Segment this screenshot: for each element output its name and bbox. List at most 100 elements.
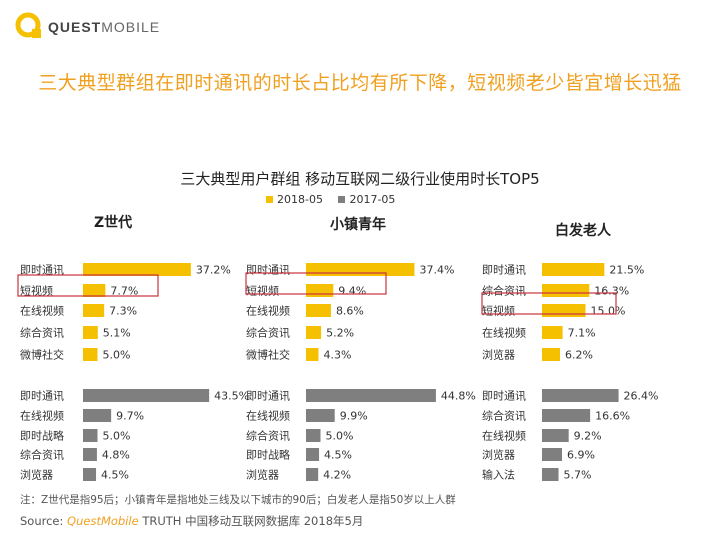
logo-text: QUESTMOBILE (48, 19, 161, 35)
category-label-2018-g2-2: 短视频 (482, 304, 515, 318)
bar-2017-g2-3 (542, 448, 563, 461)
data-label-2017-g0-2: 5.0% (103, 430, 131, 443)
bar-2018-g1-3 (306, 326, 322, 339)
bar-2018-g1-1 (306, 284, 334, 297)
bar-2018-g1-0 (306, 263, 415, 276)
legend-item-2017: 2017-05 (338, 193, 395, 206)
group-title-small-town-youth: 小镇青年 (330, 217, 386, 233)
highlight-box-short-video-g0 (17, 274, 159, 297)
bar-2017-g2-1 (542, 409, 591, 422)
bar-2017-g0-2 (83, 429, 98, 442)
highlight-box-short-video-g1 (245, 272, 387, 295)
category-label-2018-g1-0: 即时通讯 (246, 264, 290, 277)
category-label-2018-g2-1: 综合资讯 (482, 284, 526, 298)
bar-2018-g2-4 (542, 348, 560, 361)
data-label-2018-g1-2: 8.6% (336, 305, 364, 318)
data-label-2017-g0-0: 43.5% (214, 390, 249, 403)
highlight-box-short-video-g2 (481, 292, 617, 315)
category-label-2018-g0-2: 在线视频 (20, 304, 64, 318)
category-label-2018-g1-4: 微博社交 (246, 348, 290, 362)
data-label-2017-g1-4: 4.2% (323, 469, 351, 482)
category-label-2017-g1-1: 在线视频 (246, 409, 290, 423)
category-label-2017-g1-2: 综合资讯 (246, 429, 290, 443)
headline: 三大典型群组在即时通讯的时长占比均有所下降，短视频老少皆宜增长迅猛 (38, 72, 682, 94)
category-label-2017-g0-3: 综合资讯 (20, 448, 64, 462)
data-label-2018-g2-3: 7.1% (568, 327, 596, 340)
legend-swatch-2017 (338, 196, 346, 203)
category-label-2017-g0-4: 浏览器 (20, 468, 53, 482)
legend: 2018-05 2017-05 (266, 193, 466, 209)
category-label-2017-g2-0: 即时通讯 (482, 390, 526, 403)
bar-2017-g0-0 (83, 389, 210, 402)
bar-2018-g1-4 (306, 348, 319, 361)
data-label-2017-g1-0: 44.8% (441, 390, 476, 403)
bar-2017-g1-1 (306, 409, 335, 422)
data-label-2017-g2-4: 5.7% (564, 469, 592, 482)
bar-2018-g0-2 (83, 304, 105, 317)
bar-2018-g1-2 (306, 304, 331, 317)
bar-2018-g0-1 (83, 284, 106, 297)
category-label-2018-g0-3: 综合资讯 (20, 326, 64, 340)
data-label-2018-g2-2: 15.0% (591, 305, 626, 318)
data-label-2017-g1-2: 5.0% (326, 430, 354, 443)
legend-item-2018: 2018-05 (266, 193, 323, 206)
bar-2017-g2-4 (542, 468, 559, 481)
bar-2017-g0-4 (83, 468, 97, 481)
category-label-2018-g1-2: 在线视频 (246, 304, 290, 318)
data-label-2017-g2-3: 6.9% (567, 449, 595, 462)
bar-2018-g0-0 (83, 263, 191, 276)
bar-2017-g2-0 (542, 389, 619, 402)
category-label-2018-g0-4: 微博社交 (20, 348, 64, 362)
bar-2018-g2-3 (542, 326, 563, 339)
bar-2017-g1-4 (306, 468, 319, 481)
category-label-2017-g2-1: 综合资讯 (482, 409, 526, 423)
category-label-2017-g1-0: 即时通讯 (246, 390, 290, 403)
data-label-2017-g2-1: 16.6% (595, 410, 630, 423)
data-label-2017-g1-3: 4.5% (324, 449, 352, 462)
legend-swatch-2018 (266, 196, 273, 203)
category-label-2017-g2-4: 输入法 (482, 468, 515, 482)
data-label-2017-g2-2: 9.2% (574, 430, 602, 443)
footnote: 注：Z世代是指95后；小镇青年是指地处三线及以下城市的90后；白发老人是指50岁… (20, 494, 456, 506)
data-label-2018-g1-4: 4.3% (323, 349, 351, 362)
data-label-2018-g0-0: 37.2% (196, 264, 231, 277)
bar-chart: 即时通讯 37.2% 短视频 7.7% 在线视频 7.3% 综合资讯 5.1% 微博社交 5.0%… (17, 263, 659, 482)
category-label-2017-g0-0: 即时通讯 (20, 390, 64, 403)
group-title-elderly: 白发老人 (555, 223, 611, 239)
bar-2018-g2-2 (542, 304, 586, 317)
data-label-2017-g0-3: 4.8% (102, 449, 130, 462)
bar-2018-g2-0 (542, 263, 605, 276)
data-label-2017-g0-4: 4.5% (101, 469, 129, 482)
category-label-2018-g2-4: 浏览器 (482, 348, 515, 362)
category-label-2018-g2-3: 在线视频 (482, 326, 526, 340)
data-label-2017-g1-1: 9.9% (340, 410, 368, 423)
data-label-2018-g0-4: 5.0% (103, 349, 131, 362)
category-label-2018-g0-0: 即时通讯 (20, 264, 64, 277)
category-label-2018-g0-1: 短视频 (20, 284, 53, 298)
category-label-2017-g0-2: 即时战略 (20, 429, 64, 443)
bar-2017-g1-0 (306, 389, 436, 402)
category-label-2017-g1-3: 即时战略 (246, 448, 290, 462)
group-title-z-generation: Z世代 (94, 215, 133, 231)
data-label-2018-g0-2: 7.3% (109, 305, 137, 318)
data-label-2018-g2-0: 21.5% (609, 264, 644, 277)
data-label-2018-g1-3: 5.2% (326, 327, 354, 340)
bar-2018-g2-1 (542, 284, 590, 297)
bar-2017-g1-3 (306, 448, 320, 461)
category-label-2017-g1-4: 浏览器 (246, 468, 279, 482)
data-label-2018-g0-3: 5.1% (103, 327, 131, 340)
questmobile-logo: QUESTMOBILE (14, 11, 184, 43)
data-label-2017-g2-0: 26.4% (624, 390, 659, 403)
bar-2017-g0-1 (83, 409, 112, 422)
bar-2017-g1-2 (306, 429, 321, 442)
bar-2017-g2-2 (542, 429, 569, 442)
data-label-2018-g2-4: 6.2% (565, 349, 593, 362)
bar-2017-g0-3 (83, 448, 97, 461)
category-label-2017-g0-1: 在线视频 (20, 409, 64, 423)
category-label-2018-g2-0: 即时通讯 (482, 264, 526, 277)
data-label-2018-g2-1: 16.3% (594, 285, 629, 298)
data-label-2018-g0-1: 7.7% (110, 285, 138, 298)
chart-title: 三大典型用户群组 移动互联网二级行业使用时长TOP5 (180, 170, 540, 188)
data-label-2017-g0-1: 9.7% (116, 410, 144, 423)
category-label-2017-g2-3: 浏览器 (482, 448, 515, 462)
